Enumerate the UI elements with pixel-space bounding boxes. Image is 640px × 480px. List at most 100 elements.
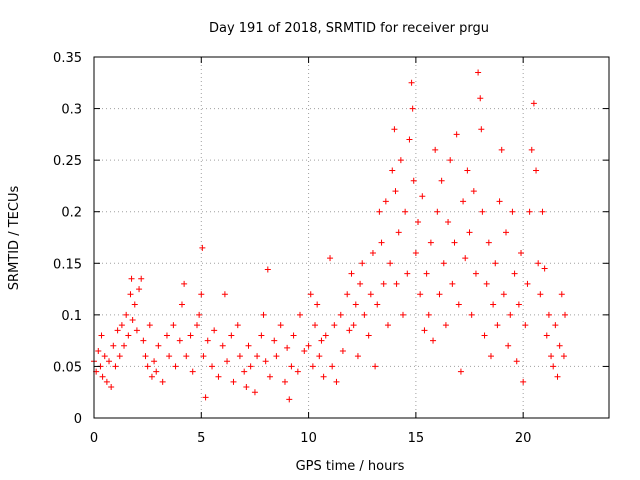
data-point (541, 265, 548, 272)
data-point (153, 368, 160, 375)
data-point (331, 322, 338, 329)
data-point (172, 363, 179, 370)
data-point (148, 373, 155, 380)
data-point (129, 317, 136, 324)
data-point (496, 198, 503, 205)
data-point (151, 358, 158, 365)
data-point (526, 208, 533, 215)
x-tick-label: 15 (408, 431, 425, 446)
data-point (442, 322, 449, 329)
data-point (254, 353, 261, 360)
data-point (472, 270, 479, 277)
data-point (485, 239, 492, 246)
data-point (524, 280, 531, 287)
data-point (344, 291, 351, 298)
data-point (339, 347, 346, 354)
data-point (247, 363, 254, 370)
data-point (202, 394, 209, 401)
data-point (543, 332, 550, 339)
y-tick-label: 0.3 (61, 103, 82, 118)
data-point (464, 167, 471, 174)
data-point (445, 219, 452, 226)
data-point (535, 260, 542, 267)
data-point (163, 332, 170, 339)
data-point (284, 344, 291, 351)
data-point (348, 270, 355, 277)
data-point (550, 363, 557, 370)
data-point (236, 353, 243, 360)
data-point (294, 368, 301, 375)
x-tick-label: 0 (90, 431, 98, 446)
data-point (423, 270, 430, 277)
data-point (155, 342, 162, 349)
data-point (215, 373, 222, 380)
data-point (297, 311, 303, 318)
data-point (354, 353, 361, 360)
data-point (314, 301, 321, 308)
data-point (372, 363, 379, 370)
data-point (121, 342, 128, 349)
data-point (327, 255, 334, 262)
data-point (183, 353, 190, 360)
data-point (301, 347, 308, 354)
data-point (466, 229, 473, 236)
data-point (277, 322, 284, 329)
data-point (545, 311, 552, 318)
y-tick-labels: 0 0.05 0.1 0.15 0.2 0.25 0.3 0.35 (53, 51, 82, 427)
data-point (114, 327, 121, 334)
data-point (329, 363, 336, 370)
data-point (181, 280, 188, 287)
data-point (159, 378, 166, 385)
data-point (440, 260, 447, 267)
data-point (509, 208, 516, 215)
data-point (395, 229, 402, 236)
data-point (136, 286, 143, 293)
y-tick-label: 0.1 (61, 309, 82, 324)
data-point (468, 311, 475, 318)
data-point (518, 249, 525, 256)
data-point (251, 389, 258, 396)
data-point (106, 358, 113, 365)
data-point (288, 363, 295, 370)
data-point (219, 342, 226, 349)
data-point (470, 188, 477, 195)
data-point (99, 373, 106, 380)
plot-frame (93, 56, 610, 419)
data-point (258, 332, 265, 339)
data-point (560, 353, 567, 360)
data-point (382, 198, 389, 205)
data-point (554, 373, 561, 380)
data-point (290, 332, 297, 339)
data-point (189, 368, 196, 375)
data-point (101, 353, 108, 360)
data-point (273, 353, 280, 360)
data-point (144, 363, 151, 370)
data-point (515, 301, 522, 308)
data-point (384, 322, 391, 329)
data-point (108, 384, 115, 391)
data-point (138, 275, 145, 282)
data-point (166, 353, 173, 360)
data-point (430, 337, 437, 344)
data-point (552, 322, 559, 329)
data-point (318, 337, 325, 344)
data-point (194, 322, 200, 329)
data-point (234, 322, 241, 329)
data-point (410, 177, 417, 184)
data-point (392, 188, 399, 195)
data-point (224, 358, 231, 365)
data-point (245, 342, 252, 349)
data-point (146, 322, 153, 329)
data-point (455, 301, 462, 308)
data-point (477, 95, 484, 102)
data-point (539, 208, 546, 215)
data-point (449, 280, 456, 287)
data-point (125, 332, 132, 339)
data-point (131, 301, 138, 308)
data-points (91, 69, 569, 403)
data-point (198, 291, 205, 298)
data-point (176, 337, 183, 344)
y-tick-label: 0.05 (53, 360, 82, 375)
data-point (110, 342, 117, 349)
data-point (453, 131, 460, 138)
